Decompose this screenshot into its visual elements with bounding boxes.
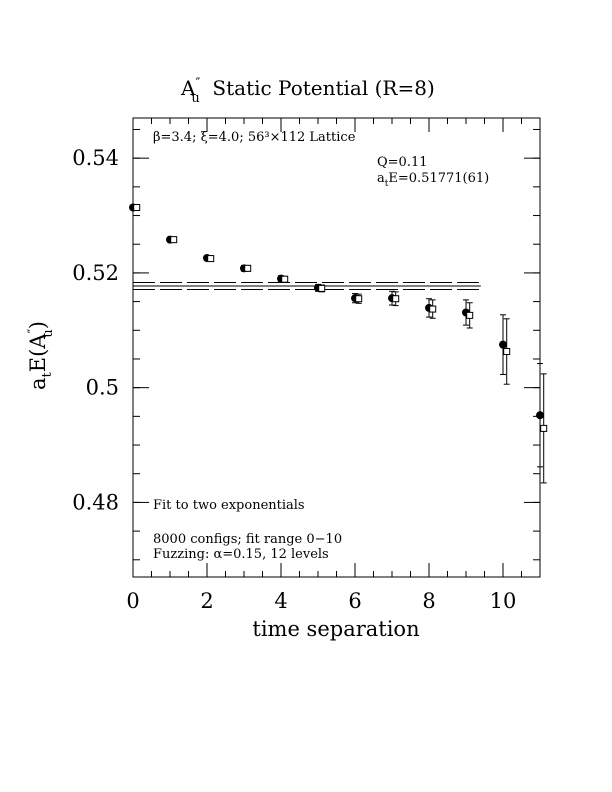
data-point-square — [133, 204, 141, 212]
data-points — [129, 203, 548, 484]
data-point-square — [281, 275, 289, 283]
data-point-circle — [499, 340, 507, 349]
y-tick-label: 0.52 — [72, 261, 119, 285]
data-point-square — [244, 264, 252, 272]
data-point-square — [503, 348, 511, 356]
x-tick-label: 4 — [274, 589, 287, 613]
data-point-square — [355, 295, 363, 303]
x-tick-label: 10 — [490, 589, 517, 613]
fit-lines — [133, 282, 481, 291]
data-point-square — [318, 284, 326, 292]
lattice-annotation: β=3.4; ξ=4.0; 56³×112 Lattice — [153, 130, 356, 145]
y-axis-title: atE(A″u) — [26, 321, 56, 390]
data-point-circle — [536, 411, 544, 420]
major-ticks — [132, 118, 540, 577]
x-tick-label: 8 — [422, 589, 435, 613]
x-tick-label: 2 — [200, 589, 213, 613]
data-point-square — [392, 295, 400, 303]
tick-labels: 0 2 4 6 8 10 0.48 0.5 0.52 0.54 — [72, 146, 516, 613]
fuzzing-annotation: Fuzzing: α=0.15, 12 levels — [153, 547, 329, 562]
data-point-square — [170, 236, 178, 244]
data-point-square — [429, 305, 437, 313]
q-value-annotation: Q=0.11 — [377, 155, 428, 170]
data-point-square — [207, 255, 215, 263]
y-tick-label: 0.54 — [72, 146, 119, 170]
chart-title: A″ u Static Potential (R=8) — [180, 76, 435, 106]
energy-annotation: atE=0.51771(61) — [377, 171, 489, 189]
configs-annotation: 8000 configs; fit range 0−10 — [153, 532, 342, 547]
y-tick-label: 0.48 — [72, 490, 119, 514]
x-axis-title: time separation — [252, 617, 419, 641]
data-point-square — [466, 311, 474, 319]
fit-description: Fit to two exponentials — [153, 498, 305, 513]
x-tick-label: 6 — [348, 589, 361, 613]
data-point-square — [540, 424, 548, 432]
y-tick-label: 0.5 — [86, 376, 119, 400]
x-tick-label: 0 — [126, 589, 139, 613]
